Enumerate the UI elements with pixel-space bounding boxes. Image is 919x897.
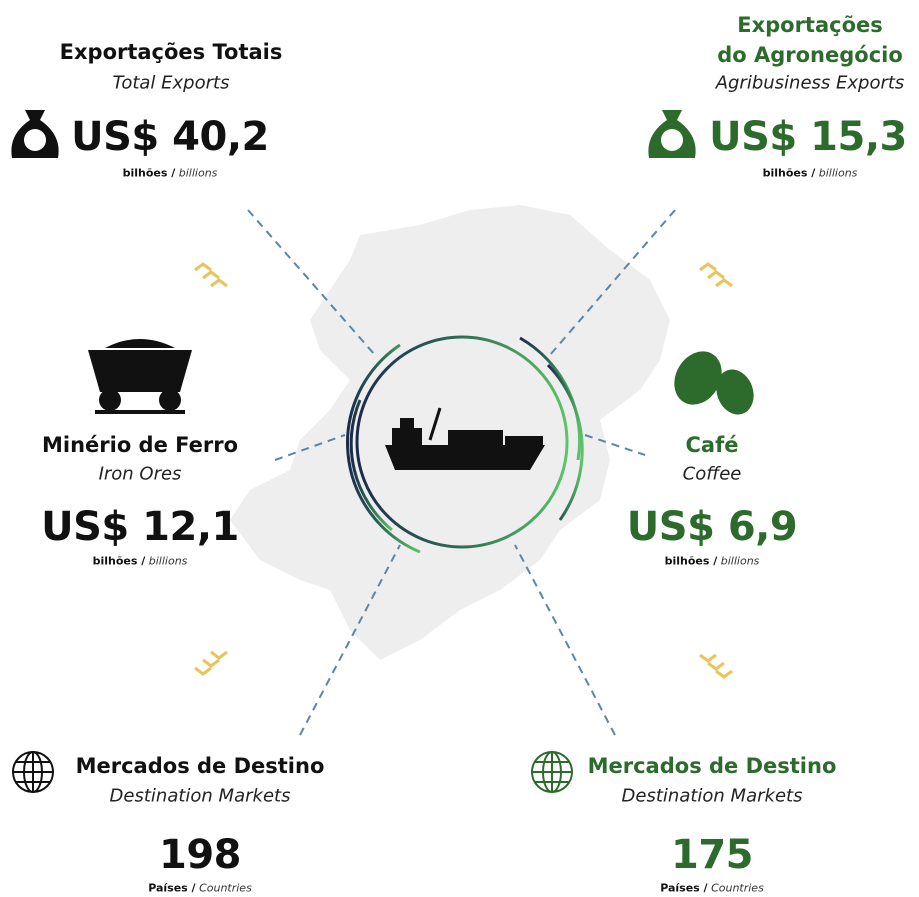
- subtitle: Destination Markets: [621, 785, 803, 807]
- subtitle: Iron Ores: [98, 463, 182, 485]
- title: Mercados de Destino: [587, 754, 837, 778]
- unit-pt: bilhões /: [664, 554, 718, 568]
- unit: bilhões / billions: [763, 167, 858, 180]
- money-bag-icon: [11, 110, 696, 158]
- unit-en: billions: [720, 554, 760, 568]
- unit-pt: bilhões /: [122, 166, 176, 180]
- title: Exportações Totais: [59, 40, 283, 64]
- title: Mercados de Destino: [75, 754, 325, 778]
- unit: Países / Countries: [148, 882, 252, 895]
- connectors: [247, 209, 676, 736]
- unit-en: billions: [178, 166, 218, 180]
- value: 175: [671, 832, 754, 878]
- subtitle: Agribusiness Exports: [715, 72, 905, 94]
- unit-en: billions: [148, 554, 188, 568]
- title: Exportações: [737, 13, 883, 37]
- subtitle: Coffee: [682, 463, 742, 485]
- mine-cart-icon: [88, 339, 192, 414]
- value: 198: [159, 832, 242, 878]
- unit-en: Countries: [199, 881, 252, 895]
- unit: bilhões / billions: [93, 555, 188, 568]
- value: US$ 40,2: [71, 114, 269, 160]
- unit: bilhões / billions: [665, 555, 760, 568]
- value: US$ 15,3: [709, 114, 907, 160]
- subtitle: Destination Markets: [109, 785, 291, 807]
- unit-pt: bilhões /: [92, 554, 146, 568]
- title: do Agronegócio: [717, 43, 903, 67]
- subtitle: Total Exports: [112, 72, 230, 94]
- unit-pt: bilhões /: [762, 166, 816, 180]
- title: Minério de Ferro: [41, 433, 239, 457]
- ship: [385, 407, 545, 470]
- value: US$ 6,9: [626, 504, 798, 550]
- unit-pt: Países /: [148, 881, 196, 895]
- globe-icon: [12, 751, 573, 793]
- unit: Países / Countries: [660, 882, 764, 895]
- unit-pt: Países /: [660, 881, 708, 895]
- coffee-icon: [674, 351, 754, 415]
- value: US$ 12,1: [41, 504, 239, 550]
- unit-en: billions: [818, 166, 858, 180]
- unit-en: Countries: [711, 881, 764, 895]
- rings: [346, 335, 584, 554]
- title: Café: [685, 433, 739, 457]
- chevrons: [194, 262, 733, 679]
- unit: bilhões / billions: [123, 167, 218, 180]
